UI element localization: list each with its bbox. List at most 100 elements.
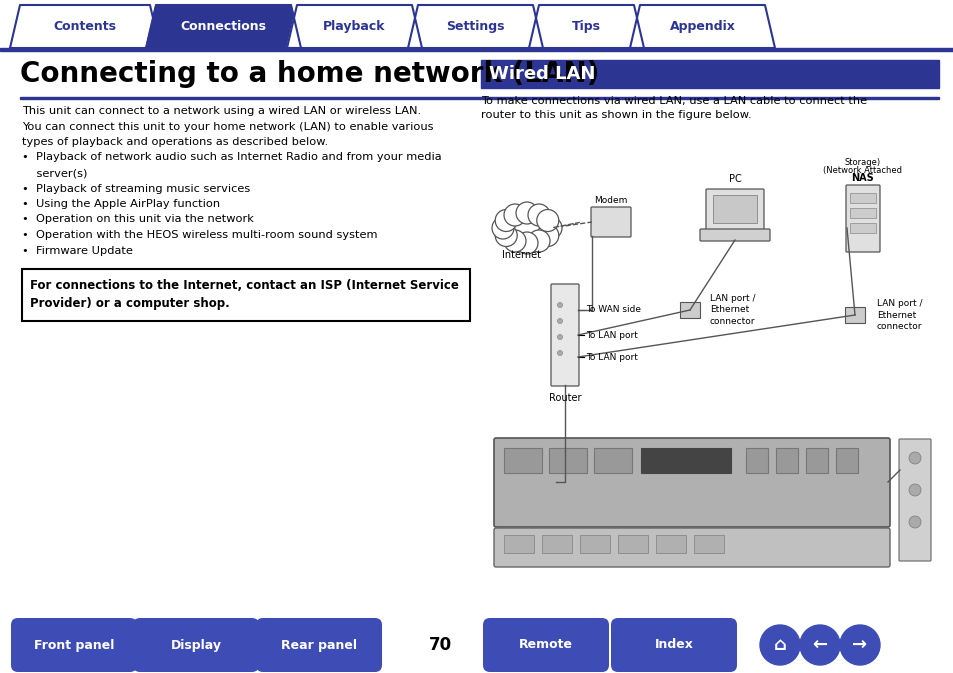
FancyBboxPatch shape	[22, 269, 470, 321]
Polygon shape	[146, 5, 301, 48]
Text: To LAN port: To LAN port	[585, 353, 638, 361]
Circle shape	[537, 225, 558, 246]
Text: 70: 70	[428, 636, 451, 654]
Circle shape	[760, 625, 800, 665]
Text: Contents: Contents	[53, 20, 116, 33]
Circle shape	[507, 209, 545, 247]
Circle shape	[908, 516, 920, 528]
FancyBboxPatch shape	[494, 528, 889, 567]
Bar	[844, 307, 864, 323]
Text: Internet: Internet	[502, 250, 541, 260]
Text: Playback: Playback	[323, 20, 385, 33]
Text: ←: ←	[812, 636, 826, 654]
Text: For connections to the Internet, contact an ISP (Internet Service: For connections to the Internet, contact…	[30, 279, 458, 292]
Bar	[693, 535, 723, 553]
Text: This unit can connect to a network using a wired LAN or wireless LAN.: This unit can connect to a network using…	[22, 106, 420, 116]
Bar	[618, 535, 647, 553]
Text: You can connect this unit to your home network (LAN) to enable various: You can connect this unit to your home n…	[22, 122, 433, 131]
Bar	[849, 223, 875, 233]
Polygon shape	[10, 5, 160, 48]
Bar	[745, 448, 767, 473]
Text: Index: Index	[654, 639, 693, 651]
Text: Connections: Connections	[180, 20, 266, 33]
Text: To make connections via wired LAN, use a LAN cable to connect the: To make connections via wired LAN, use a…	[480, 96, 866, 106]
FancyBboxPatch shape	[700, 229, 769, 241]
Polygon shape	[287, 5, 421, 48]
Bar	[849, 193, 875, 203]
Text: To WAN side: To WAN side	[585, 306, 640, 314]
Circle shape	[527, 230, 550, 252]
FancyBboxPatch shape	[494, 438, 889, 527]
FancyBboxPatch shape	[132, 618, 258, 672]
Circle shape	[557, 302, 562, 308]
Circle shape	[495, 225, 517, 246]
Bar	[579, 535, 609, 553]
Bar	[679, 302, 700, 318]
Text: Appendix: Appendix	[669, 20, 735, 33]
Bar	[541, 535, 572, 553]
Bar	[712, 195, 757, 223]
FancyBboxPatch shape	[898, 439, 930, 561]
Bar	[503, 535, 534, 553]
Circle shape	[539, 217, 561, 239]
Text: (Network Attached: (Network Attached	[822, 166, 902, 175]
Polygon shape	[529, 5, 643, 48]
Bar	[594, 448, 631, 473]
Bar	[20, 97, 938, 98]
Bar	[835, 448, 857, 473]
Circle shape	[503, 204, 525, 226]
Bar	[480, 60, 938, 88]
Text: LAN port /
Ethernet
connector: LAN port / Ethernet connector	[876, 299, 922, 330]
FancyBboxPatch shape	[590, 207, 630, 237]
Text: Settings: Settings	[446, 20, 504, 33]
Circle shape	[840, 625, 879, 665]
Circle shape	[492, 217, 514, 239]
Text: →: →	[852, 636, 866, 654]
Text: Display: Display	[171, 639, 221, 651]
Text: Storage): Storage)	[844, 158, 881, 167]
FancyBboxPatch shape	[551, 284, 578, 386]
Bar	[775, 448, 797, 473]
Text: NAS: NAS	[851, 173, 874, 183]
Bar	[849, 208, 875, 218]
Text: server(s): server(s)	[22, 168, 88, 178]
Circle shape	[557, 318, 562, 324]
FancyBboxPatch shape	[255, 618, 381, 672]
Text: LAN port /
Ethernet
connector: LAN port / Ethernet connector	[709, 294, 755, 326]
Circle shape	[495, 209, 517, 232]
FancyBboxPatch shape	[705, 189, 763, 231]
Text: Provider) or a computer shop.: Provider) or a computer shop.	[30, 297, 230, 310]
Text: •  Playback of network audio such as Internet Radio and from your media: • Playback of network audio such as Inte…	[22, 153, 441, 162]
Bar	[0, 48, 953, 51]
Text: Front panel: Front panel	[33, 639, 114, 651]
Text: PC: PC	[728, 174, 740, 184]
Text: •  Operation with the HEOS wireless multi-room sound system: • Operation with the HEOS wireless multi…	[22, 230, 377, 240]
Circle shape	[527, 204, 550, 226]
Bar	[656, 535, 685, 553]
Text: Rear panel: Rear panel	[281, 639, 356, 651]
Bar	[805, 448, 827, 473]
Circle shape	[908, 484, 920, 496]
FancyBboxPatch shape	[845, 185, 879, 252]
Text: router to this unit as shown in the figure below.: router to this unit as shown in the figu…	[480, 110, 751, 120]
Text: Connecting to a home network (LAN): Connecting to a home network (LAN)	[20, 60, 598, 88]
Circle shape	[537, 209, 558, 232]
Text: •  Using the Apple AirPlay function: • Using the Apple AirPlay function	[22, 199, 220, 209]
Circle shape	[908, 452, 920, 464]
FancyBboxPatch shape	[610, 618, 737, 672]
Circle shape	[503, 230, 525, 252]
Text: Router: Router	[548, 393, 580, 403]
Text: Modem: Modem	[594, 196, 627, 205]
Text: To LAN port: To LAN port	[585, 330, 638, 339]
Text: •  Firmware Update: • Firmware Update	[22, 246, 132, 256]
Text: Wired LAN: Wired LAN	[489, 65, 595, 83]
Circle shape	[557, 351, 562, 355]
Polygon shape	[408, 5, 542, 48]
Text: types of playback and operations as described below.: types of playback and operations as desc…	[22, 137, 328, 147]
Circle shape	[557, 334, 562, 339]
Circle shape	[516, 232, 537, 254]
Text: ⌂: ⌂	[773, 636, 785, 654]
Circle shape	[800, 625, 840, 665]
Text: Remote: Remote	[518, 639, 573, 651]
Bar	[640, 448, 730, 473]
